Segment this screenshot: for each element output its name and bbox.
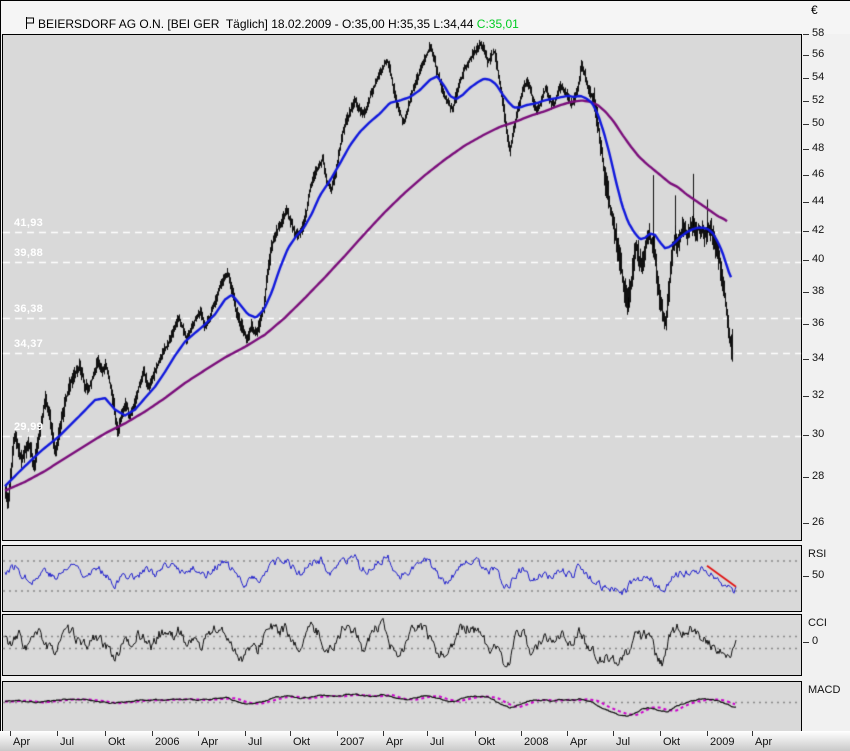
date-tick-mark bbox=[707, 731, 708, 736]
cci-label: CCI bbox=[808, 617, 827, 629]
price-tick-mark bbox=[803, 175, 809, 177]
level-line-label: 41,93 bbox=[14, 216, 44, 229]
price-tick-mark bbox=[803, 77, 809, 79]
price-tick-mark bbox=[803, 124, 809, 126]
price-tick-label: 30 bbox=[803, 428, 824, 440]
price-tick-mark bbox=[803, 55, 809, 57]
price-tick-label: 32 bbox=[803, 389, 824, 401]
date-tick-mark bbox=[198, 731, 199, 736]
price-tick-label: 46 bbox=[803, 168, 824, 180]
date-tick-mark bbox=[290, 731, 291, 736]
cci-panel[interactable] bbox=[2, 614, 802, 676]
date-tick-label: 2007 bbox=[340, 736, 365, 748]
date-tick-mark bbox=[752, 731, 753, 736]
chart-titlebar: BEIERSDORF AG O.N. [BEI GER Täglich] 18.… bbox=[1, 1, 850, 47]
date-tick-mark bbox=[152, 731, 153, 736]
price-tick-mark bbox=[803, 435, 809, 437]
rsi-panel[interactable] bbox=[2, 545, 802, 612]
date-tick-label: Jul bbox=[616, 736, 631, 748]
price-tick-mark bbox=[803, 34, 809, 35]
date-tick-mark bbox=[105, 731, 106, 736]
price-tick-label: 40 bbox=[803, 253, 824, 265]
price-panel[interactable] bbox=[2, 34, 802, 541]
macd-panel[interactable] bbox=[2, 681, 802, 732]
date-tick-label: Okt bbox=[663, 736, 681, 748]
price-tick-label: 26 bbox=[803, 516, 824, 528]
price-tick-label: 58 bbox=[803, 27, 824, 39]
price-tick-mark bbox=[803, 100, 809, 102]
date-tick-label: 2008 bbox=[524, 736, 549, 748]
price-tick-label: 28 bbox=[803, 470, 824, 482]
price-tick-mark bbox=[803, 477, 809, 479]
date-tick-label: Okt bbox=[293, 736, 311, 748]
price-tick-label: 42 bbox=[803, 224, 824, 236]
quote-date: 18.02.2009 bbox=[271, 17, 332, 31]
macd-label: MACD bbox=[808, 684, 841, 696]
price-tick-mark bbox=[803, 522, 809, 524]
price-tick-label: 54 bbox=[803, 71, 824, 83]
indicator-tick-mark bbox=[803, 642, 809, 643]
date-tick-label: Jul bbox=[430, 736, 445, 748]
price-tick-mark bbox=[803, 324, 809, 326]
price-tick-mark bbox=[803, 359, 809, 361]
price-tick-mark bbox=[803, 396, 809, 398]
price-tick-mark bbox=[803, 202, 809, 204]
open-value: O:35,00 bbox=[341, 17, 385, 31]
price-tick-mark bbox=[803, 260, 809, 262]
price-tick-label: 36 bbox=[803, 317, 824, 329]
price-tick-label: 52 bbox=[803, 94, 824, 106]
currency-label: € bbox=[811, 3, 818, 17]
price-tick-label: 50 bbox=[803, 117, 824, 129]
price-tick-label: 48 bbox=[803, 142, 824, 154]
date-tick-label: Apr bbox=[755, 736, 773, 748]
date-tick-label: Apr bbox=[386, 736, 404, 748]
date-tick-mark bbox=[57, 731, 58, 736]
date-tick-mark bbox=[521, 731, 522, 736]
price-tick-label: 38 bbox=[803, 285, 824, 297]
date-tick-mark bbox=[245, 731, 246, 736]
close-value: C:35,01 bbox=[476, 17, 519, 31]
date-tick-label: Apr bbox=[201, 736, 219, 748]
cci-0-tick: 0 bbox=[803, 635, 818, 647]
date-tick-label: Jul bbox=[248, 736, 263, 748]
window-left-border bbox=[0, 1, 1, 732]
level-line-label: 39,88 bbox=[14, 247, 44, 260]
date-tick-mark bbox=[337, 731, 338, 736]
price-tick-mark bbox=[803, 230, 809, 232]
low-value: L:34,44 bbox=[433, 17, 474, 31]
date-tick-label: 2006 bbox=[155, 736, 180, 748]
level-line-label: 36,38 bbox=[14, 303, 44, 316]
date-tick-label: 2009 bbox=[710, 736, 735, 748]
date-tick-label: Jul bbox=[60, 736, 75, 748]
indicator-tick-mark bbox=[803, 575, 809, 577]
price-tick-label: 44 bbox=[803, 195, 824, 207]
price-tick-label: 34 bbox=[803, 352, 824, 364]
date-tick-mark bbox=[10, 731, 11, 736]
price-tick-mark bbox=[803, 149, 809, 151]
date-tick-mark bbox=[383, 731, 384, 736]
high-value: H:35,35 bbox=[388, 17, 431, 31]
date-tick-mark bbox=[427, 731, 428, 736]
date-tick-label: Okt bbox=[478, 736, 496, 748]
price-tick-label: 56 bbox=[803, 48, 824, 60]
date-tick-mark bbox=[567, 731, 568, 736]
date-tick-mark bbox=[613, 731, 614, 736]
rsi-label: RSI bbox=[808, 548, 827, 560]
price-tick-mark bbox=[803, 291, 809, 293]
level-line-label: 34,37 bbox=[14, 337, 44, 350]
date-tick-mark bbox=[475, 731, 476, 736]
date-tick-mark bbox=[660, 731, 661, 736]
date-tick-label: Apr bbox=[570, 736, 588, 748]
rsi-50-tick: 50 bbox=[803, 569, 824, 581]
date-tick-label: Apr bbox=[13, 736, 31, 748]
date-tick-label: Okt bbox=[108, 736, 126, 748]
level-line-label: 29,99 bbox=[14, 420, 44, 433]
